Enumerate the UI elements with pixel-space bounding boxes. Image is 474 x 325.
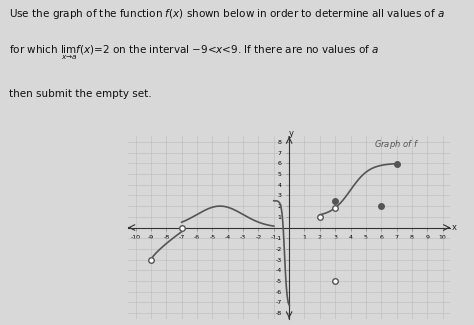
Text: Use the graph of the function $f(x)$ shown below in order to determine all value: Use the graph of the function $f(x)$ sho…: [9, 7, 445, 21]
Text: y: y: [289, 129, 294, 138]
Text: Graph of $f$: Graph of $f$: [374, 138, 419, 151]
Text: x: x: [452, 223, 457, 232]
Text: then submit the empty set.: then submit the empty set.: [9, 89, 152, 99]
Text: for which $\lim_{x \to a} f(x) = 2$ on the interval $-9 < x < 9$. If there are n: for which $\lim_{x \to a} f(x) = 2$ on t…: [9, 44, 380, 62]
